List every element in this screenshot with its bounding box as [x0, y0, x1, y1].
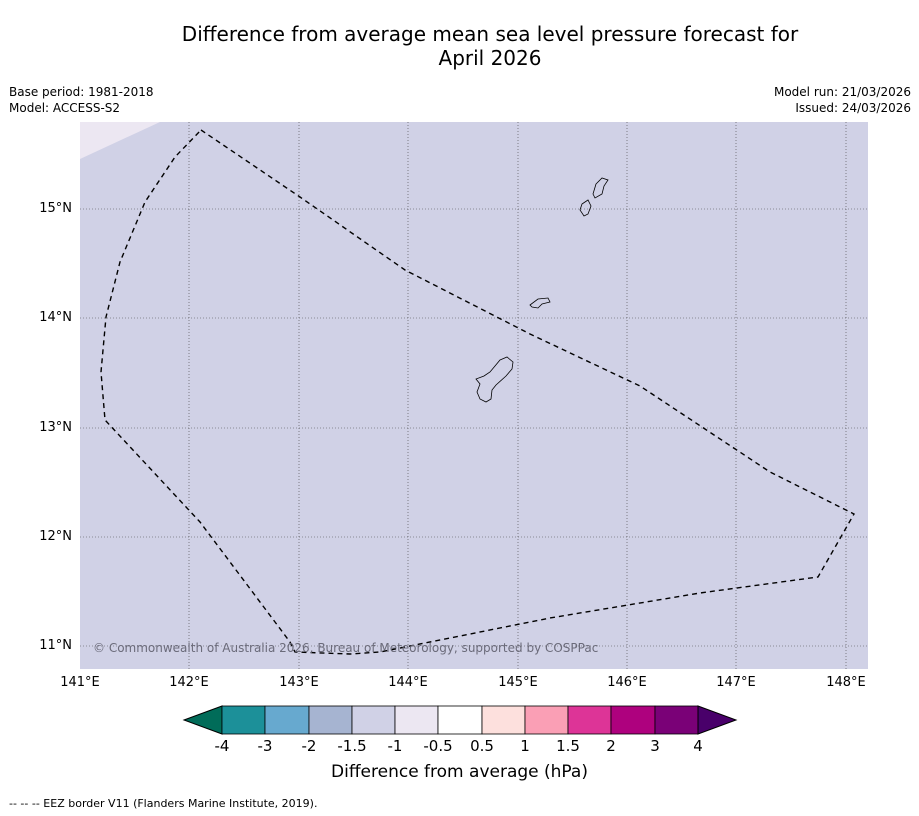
colorbar-bin: [567, 705, 612, 735]
meta-left: Base period: 1981-2018 Model: ACCESS-S2: [9, 84, 154, 116]
lon-tick: 143°E: [279, 675, 319, 690]
lon-tick: 146°E: [607, 675, 647, 690]
lat-tick: 14°N: [39, 310, 72, 325]
map-panel: [80, 122, 868, 669]
colorbar-label: -4: [214, 737, 230, 755]
colorbar-bin: [264, 705, 310, 735]
lon-tick: 141°E: [60, 675, 100, 690]
meta-right: Model run: 21/03/2026 Issued: 24/03/2026: [774, 84, 911, 116]
island-guam: [475, 356, 514, 403]
island-outlines: [475, 177, 609, 403]
colorbar-under-arrow: [182, 705, 223, 735]
colorbar-label: -0.5: [423, 737, 453, 755]
colorbar-bin: [351, 705, 396, 735]
lon-gridlines: [188, 122, 847, 669]
colorbar-bin: [308, 705, 353, 735]
colorbar-title: Difference from average (hPa): [331, 762, 588, 782]
colorbar-bin: [481, 705, 526, 735]
colorbar-label: 1.5: [556, 737, 580, 755]
colorbar-bin: [437, 705, 483, 735]
copyright-notice: © Commonwealth of Australia 2026, Bureau…: [93, 641, 599, 655]
lon-tick: 145°E: [498, 675, 538, 690]
colorbar-label: 4: [693, 737, 703, 755]
lon-tick: 142°E: [169, 675, 209, 690]
eez-legend: -- -- -- EEZ border V11 (Flanders Marine…: [9, 797, 318, 810]
island-saipan: [592, 177, 609, 199]
colorbar-bin: [654, 705, 699, 735]
island-rota: [529, 297, 551, 309]
lon-tick: 148°E: [826, 675, 866, 690]
colorbar-label: 2: [606, 737, 616, 755]
colorbar-label: 0.5: [470, 737, 494, 755]
lat-tick: 15°N: [39, 201, 72, 216]
eez-border: [100, 129, 855, 655]
colorbar-bin: [221, 705, 266, 735]
colorbar-label: -1: [387, 737, 403, 755]
chart-title: Difference from average mean sea level p…: [60, 22, 919, 70]
title-line-1: Difference from average mean sea level p…: [181, 22, 799, 46]
colorbar-label: -3: [257, 737, 273, 755]
colorbar-label: 3: [650, 737, 660, 755]
lat-tick: 13°N: [39, 420, 72, 435]
lat-tick: 11°N: [39, 638, 72, 653]
colorbar-label: -1.5: [337, 737, 367, 755]
map-background: [80, 122, 868, 669]
colorbar-label: -2: [301, 737, 317, 755]
model-run: Model run: 21/03/2026: [773, 85, 911, 99]
map-corner-shading: [80, 122, 160, 159]
colorbar-bin: [394, 705, 439, 735]
colorbar-label: 1: [520, 737, 530, 755]
model-name: Model: ACCESS-S2: [9, 101, 121, 115]
title-line-2: April 2026: [438, 46, 542, 70]
lat-gridlines: [80, 208, 868, 647]
lat-tick: 12°N: [39, 529, 72, 544]
lon-tick: 147°E: [716, 675, 756, 690]
issued-date: Issued: 24/03/2026: [795, 101, 911, 115]
colorbar-bin: [524, 705, 569, 735]
island-tinian: [579, 199, 592, 217]
colorbar: [182, 705, 738, 735]
lon-tick: 144°E: [388, 675, 428, 690]
colorbar-over-arrow: [697, 705, 738, 735]
base-period: Base period: 1981-2018: [9, 85, 154, 99]
colorbar-bin: [610, 705, 656, 735]
